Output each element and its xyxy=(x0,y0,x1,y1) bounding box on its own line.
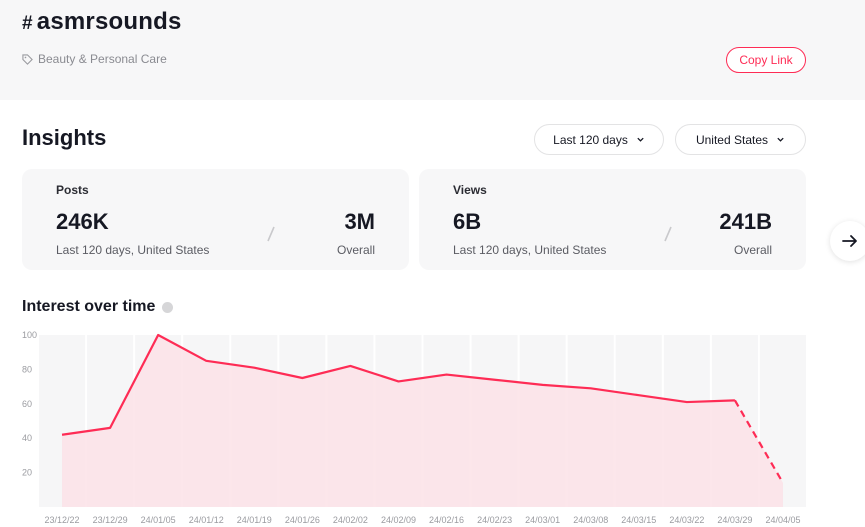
views-label: Views xyxy=(453,183,487,197)
x-tick-label: 24/04/05 xyxy=(765,515,800,525)
y-tick-label: 100 xyxy=(22,330,37,340)
x-tick-label: 24/02/16 xyxy=(429,515,464,525)
posts-overall-caption: Overall xyxy=(336,243,375,257)
hashtag-name: asmrsounds xyxy=(36,8,182,35)
x-tick-label: 24/03/08 xyxy=(573,515,608,525)
y-tick-label: 60 xyxy=(22,399,32,409)
y-tick-label: 40 xyxy=(22,433,32,443)
x-tick-label: 24/01/26 xyxy=(285,515,320,525)
copy-link-button[interactable]: Copy Link xyxy=(726,47,806,73)
posts-recent-caption: Last 120 days, United States xyxy=(56,243,210,257)
x-tick-label: 24/02/02 xyxy=(333,515,368,525)
next-metrics-button[interactable] xyxy=(830,221,865,261)
views-recent-value: 6B xyxy=(453,209,482,234)
chart-series-line xyxy=(61,333,735,436)
interest-chart: 20 40 60 80 100 23/12/22 23/12/29 24/01/05 24/0… xyxy=(22,330,806,525)
chevron-down-icon xyxy=(777,137,784,142)
x-tick-label: 24/03/22 xyxy=(669,515,704,525)
chart-area-fill xyxy=(62,335,783,507)
period-select[interactable]: Last 120 days xyxy=(534,124,664,155)
posts-card: Posts 246K Last 120 days, United States … xyxy=(22,169,409,270)
views-card: Views 6B Last 120 days, United States 24… xyxy=(419,169,806,270)
industry-tag: Beauty & Personal Care xyxy=(22,52,167,66)
x-tick-label: 24/03/29 xyxy=(717,515,752,525)
arrow-right-icon xyxy=(842,235,857,247)
y-tick-label: 20 xyxy=(22,468,32,478)
x-tick-label: 23/12/22 xyxy=(45,515,80,525)
x-tick-label: 24/01/05 xyxy=(141,515,176,525)
y-tick-label: 80 xyxy=(22,364,32,374)
divider-slash xyxy=(664,226,672,242)
posts-overall-value: 3M xyxy=(344,209,375,234)
hash-symbol: # xyxy=(22,13,33,34)
region-select-value: United States xyxy=(695,132,769,147)
industry-label: Beauty & Personal Care xyxy=(38,52,167,66)
x-tick-label: 24/01/12 xyxy=(189,515,224,525)
chart-series-projection-line xyxy=(733,399,784,484)
divider-slash xyxy=(267,226,275,242)
views-overall-value: 241B xyxy=(719,209,772,234)
x-tick-label: 24/02/09 xyxy=(381,515,416,525)
region-select[interactable]: United States xyxy=(675,124,806,155)
x-tick-label: 23/12/29 xyxy=(93,515,128,525)
x-tick-label: 24/01/19 xyxy=(237,515,272,525)
chevron-down-icon xyxy=(637,137,644,142)
interest-title-text: Interest over time xyxy=(22,298,156,315)
x-tick-label: 24/02/23 xyxy=(477,515,512,525)
insights-title: Insights xyxy=(22,125,107,150)
views-recent-caption: Last 120 days, United States xyxy=(453,243,607,257)
views-overall-caption: Overall xyxy=(733,243,772,257)
x-tick-label: 24/03/15 xyxy=(621,515,656,525)
posts-recent-value: 246K xyxy=(56,209,109,234)
interest-over-time-title: Interest over time xyxy=(22,298,174,316)
x-tick-label: 24/03/01 xyxy=(525,515,560,525)
question-circle-icon[interactable] xyxy=(162,301,174,313)
posts-label: Posts xyxy=(56,183,89,197)
tag-icon xyxy=(22,53,33,65)
hashtag-header: # asmrsounds Beauty & Personal Care Copy … xyxy=(0,0,865,100)
hashtag-title: # asmrsounds xyxy=(22,8,182,36)
period-select-value: Last 120 days xyxy=(553,132,628,147)
